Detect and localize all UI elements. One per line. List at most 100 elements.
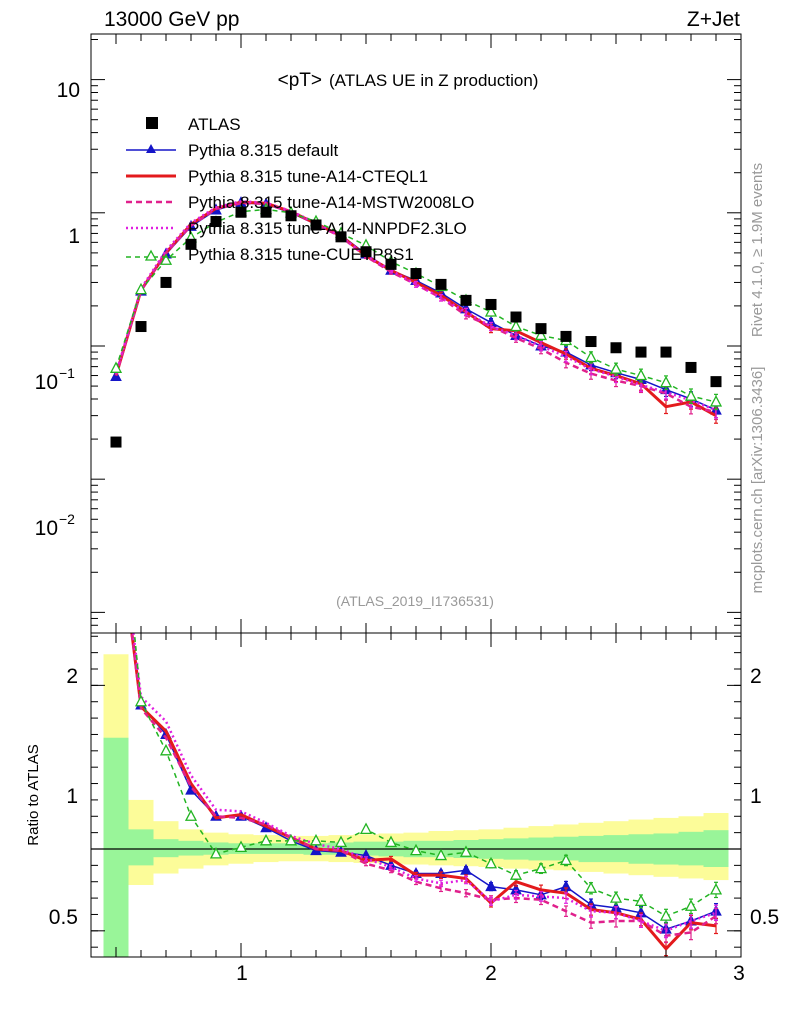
- main-marker-cuetp8s1-19: [584, 350, 598, 363]
- legend-entry-default: Pythia 8.315 default: [126, 141, 339, 160]
- legend-marker-atlas: [146, 117, 158, 129]
- ratio-marker-cuetp8s1-9: [334, 835, 348, 848]
- legend-entry-atlas: ATLAS: [146, 115, 241, 134]
- svg-text:10: 10: [35, 371, 58, 394]
- main-point-data-13: [435, 278, 447, 290]
- ratio-marker-cuetp8s1-19: [584, 881, 598, 893]
- ratio-frame: [90, 632, 742, 958]
- main-marker-cuetp8s1-23: [684, 389, 698, 401]
- svg-text:10: 10: [35, 517, 58, 540]
- main-line-cuetp8s1: [115, 208, 717, 403]
- ratio-y-tick-right-2: 2: [750, 665, 762, 688]
- legend-marker-cuetp8s1: [144, 249, 158, 261]
- y-tick-label-1: 1: [68, 225, 80, 248]
- main-point-data-18: [560, 330, 572, 342]
- ratio-marker-cuetp8s1-6: [259, 833, 273, 846]
- legend-entry-nnpdf: Pythia 8.315 tune-A14-NNPDF2.3LO: [126, 219, 467, 238]
- mcplots-label: mcplots.cern.ch [arXiv:1306.3436]: [749, 367, 766, 594]
- ratio-plot-area: [91, 500, 741, 957]
- main-marker-cuetp8s1-24: [709, 395, 723, 407]
- ratio-marker-default-0: [111, 500, 121, 510]
- main-marker-cuetp8s1-2: [159, 253, 173, 265]
- main-marker-cuetp8s1-15: [484, 305, 498, 317]
- main-point-data-24: [710, 376, 722, 388]
- ratio-marker-cuetp8s1-7: [284, 833, 298, 846]
- main-plot-area: [109, 196, 723, 448]
- ratio-marker-cuetp8s1-23: [684, 899, 698, 911]
- main-point-data-22: [660, 346, 672, 358]
- main-point-data-10: [360, 246, 372, 258]
- y-tick-label-0.1: 10 −1: [35, 365, 76, 394]
- main-point-data-11: [385, 258, 397, 270]
- main-point-data-8: [310, 219, 322, 231]
- ratio-series-cuetp8s1: [133, 633, 723, 924]
- title-main: <pT>: [278, 70, 322, 91]
- ratio-marker-cuetp8s1-2: [159, 743, 173, 756]
- plot-title: <pT> (ATLAS UE in Z production): [278, 70, 539, 91]
- ratio-marker-default-14: [460, 863, 472, 875]
- x-tick-label-1: 1: [236, 962, 248, 985]
- main-point-data-9: [335, 231, 347, 243]
- title-sub: (ATLAS UE in Z production): [329, 71, 538, 90]
- main-point-data-12: [410, 268, 422, 280]
- ratio-marker-cuetp8s1-15: [484, 856, 498, 869]
- ratio-marker-cuetp8s1-5: [234, 840, 248, 853]
- main-point-data-3: [185, 238, 197, 250]
- ratio-marker-cuetp8s1-13: [434, 848, 448, 861]
- main-marker-cuetp8s1-21: [634, 368, 648, 381]
- ratio-marker-cuetp8s1-22: [659, 909, 673, 921]
- rivet-label: Rivet 4.1.0, ≥ 1.9M events: [749, 163, 766, 337]
- ratio-line-nnpdf: [132, 633, 717, 933]
- svg-text:Pythia 8.315 default: Pythia 8.315 default: [188, 141, 339, 160]
- legend-marker-default: [146, 144, 156, 153]
- ratio-series-nnpdf: [132, 633, 718, 939]
- analysis-label: (ATLAS_2019_I1736531): [336, 593, 494, 609]
- ratio-y-tick-left-1: 1: [66, 785, 78, 808]
- ratio-marker-cuetp8s1-18: [559, 853, 573, 866]
- svg-text:−2: −2: [59, 511, 75, 527]
- ratio-marker-cuetp8s1-10: [359, 822, 373, 835]
- ratio-y-tick-left-2: 2: [66, 665, 78, 688]
- main-series-data: [110, 206, 722, 448]
- legend-entry-cuetp8s1: Pythia 8.315 tune-CUETP8S1: [126, 245, 414, 264]
- legend-entry-mstw: Pythia 8.315 tune-A14-MSTW2008LO: [126, 193, 474, 212]
- main-marker-cuetp8s1-17: [534, 328, 548, 341]
- band-inner-2: [153, 839, 179, 858]
- main-point-data-6: [260, 206, 272, 218]
- main-marker-cuetp8s1-20: [609, 362, 623, 374]
- ratio-marker-cuetp8s1-20: [609, 891, 623, 903]
- svg-text:Pythia 8.315 tune-A14-MSTW2008: Pythia 8.315 tune-A14-MSTW2008LO: [188, 193, 474, 212]
- main-point-data-23: [685, 361, 697, 373]
- svg-text:Pythia 8.315 tune-A14-CTEQL1: Pythia 8.315 tune-A14-CTEQL1: [188, 167, 428, 186]
- svg-text:Pythia 8.315 tune-CUETP8S1: Pythia 8.315 tune-CUETP8S1: [188, 245, 414, 264]
- band-inner-1: [128, 829, 154, 866]
- main-point-data-7: [285, 210, 297, 222]
- energy-label: 13000 GeV pp: [104, 8, 239, 31]
- ratio-marker-cuetp8s1-11: [384, 835, 398, 848]
- y-tick-label-10: 10: [57, 79, 80, 102]
- main-point-data-14: [460, 294, 472, 306]
- main-marker-cuetp8s1-16: [509, 319, 523, 332]
- process-label: Z+Jet: [687, 8, 740, 31]
- main-point-data-1: [135, 321, 147, 333]
- main-point-data-19: [585, 336, 597, 348]
- ratio-marker-cuetp8s1-4: [209, 847, 223, 859]
- ratio-y-tick-right-0.5: 0.5: [750, 906, 779, 929]
- ratio-marker-cuetp8s1-16: [509, 868, 523, 880]
- band-inner-3: [178, 840, 204, 856]
- x-tick-label-2: 2: [485, 962, 497, 985]
- ratio-marker-cuetp8s1-21: [634, 894, 648, 907]
- ratio-axes: 2 1 0.5 2 1 0.5 1 2 3 Ratio to ATLAS: [25, 632, 779, 985]
- main-marker-default-0: [110, 369, 122, 382]
- x-tick-label-3: 3: [733, 962, 745, 985]
- ratio-series-cteql1: [130, 633, 718, 957]
- main-marker-cuetp8s1-1: [134, 282, 148, 295]
- main-point-data-16: [510, 311, 522, 323]
- band-inner-0: [103, 737, 129, 957]
- svg-text:Pythia 8.315 tune-A14-NNPDF2.3: Pythia 8.315 tune-A14-NNPDF2.3LO: [188, 219, 467, 238]
- main-marker-cuetp8s1-22: [659, 375, 673, 388]
- main-marker-cuetp8s1-0: [109, 361, 123, 373]
- y-tick-label-0.01: 10 −2: [35, 511, 76, 540]
- ratio-marker-cuetp8s1-14: [459, 845, 473, 857]
- main-point-data-17: [535, 323, 547, 335]
